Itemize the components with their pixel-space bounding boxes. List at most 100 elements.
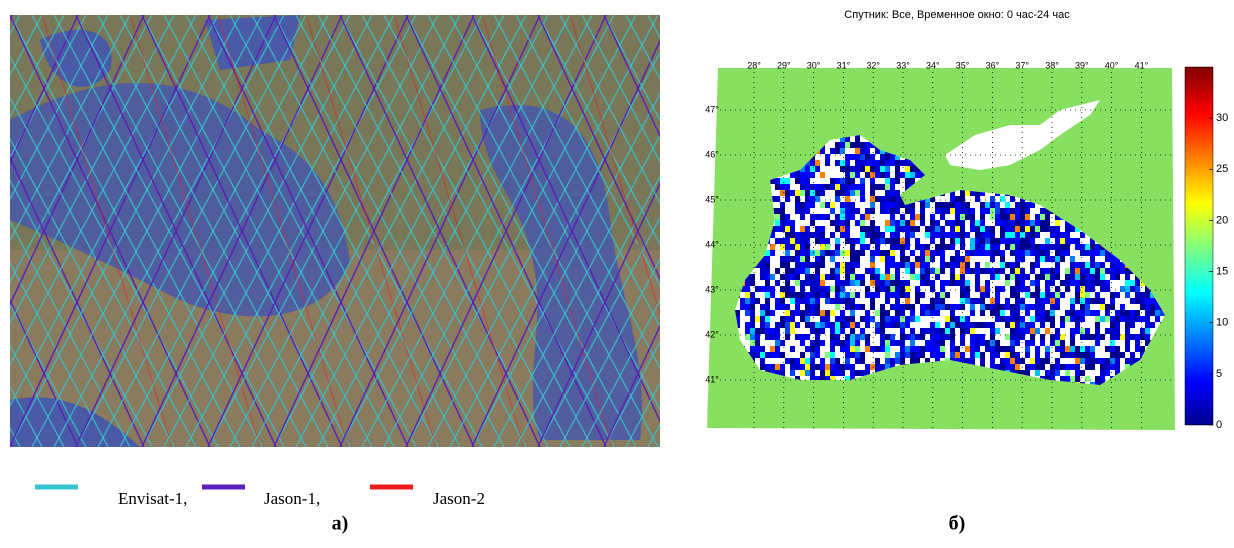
data-cell (965, 298, 970, 304)
data-cell (840, 250, 845, 256)
data-cell (785, 286, 790, 292)
data-cell (880, 286, 885, 292)
data-cell (765, 352, 770, 358)
data-cell (1010, 364, 1015, 370)
data-cell (870, 220, 875, 226)
data-cell (975, 286, 980, 292)
data-cell (845, 232, 850, 238)
data-cell (810, 274, 815, 280)
data-cell (805, 316, 810, 322)
data-cell (985, 340, 990, 346)
data-cell (895, 298, 900, 304)
data-cell (1095, 340, 1100, 346)
data-cell (1115, 322, 1120, 328)
data-cell (1095, 316, 1100, 322)
data-cell (1125, 346, 1130, 352)
data-cell (885, 262, 890, 268)
data-cell (940, 304, 945, 310)
data-cell (860, 370, 865, 376)
data-cell (1005, 274, 1010, 280)
data-cell (860, 232, 865, 238)
data-cell (800, 178, 805, 184)
data-cell (845, 274, 850, 280)
data-cell (1100, 262, 1105, 268)
data-cell (875, 160, 880, 166)
data-cell (970, 346, 975, 352)
data-cell (950, 202, 955, 208)
data-cell (875, 280, 880, 286)
data-cell (825, 184, 830, 190)
data-cell (850, 178, 855, 184)
data-cell (1150, 310, 1155, 316)
data-cell (780, 178, 785, 184)
data-cell (795, 232, 800, 238)
data-cell (790, 286, 795, 292)
data-cell (775, 214, 780, 220)
data-cell (1025, 232, 1030, 238)
data-cell (845, 172, 850, 178)
data-cell (1035, 226, 1040, 232)
data-cell (1125, 358, 1130, 364)
data-cell (880, 238, 885, 244)
data-cell (810, 280, 815, 286)
data-cell (810, 304, 815, 310)
data-cell (1010, 262, 1015, 268)
data-cell (860, 328, 865, 334)
data-cell (1015, 208, 1020, 214)
data-cell (835, 304, 840, 310)
data-cell (1030, 364, 1035, 370)
data-cell (885, 184, 890, 190)
data-cell (875, 250, 880, 256)
data-cell (950, 352, 955, 358)
data-cell (1050, 256, 1055, 262)
data-cell (1015, 280, 1020, 286)
data-cell (810, 322, 815, 328)
data-cell (1050, 364, 1055, 370)
data-cell (840, 232, 845, 238)
lon-label: 28° (747, 60, 761, 70)
lon-label: 39° (1075, 60, 1089, 70)
data-cell (1070, 328, 1075, 334)
data-cell (835, 358, 840, 364)
data-cell (795, 202, 800, 208)
data-cell (1095, 376, 1100, 382)
data-cell (995, 298, 1000, 304)
data-cell (960, 286, 965, 292)
data-cell (1000, 214, 1005, 220)
data-cell (925, 346, 930, 352)
data-cell (900, 322, 905, 328)
data-cell (960, 316, 965, 322)
data-cell (1075, 280, 1080, 286)
data-cell (835, 142, 840, 148)
data-cell (775, 328, 780, 334)
data-cell (1105, 328, 1110, 334)
caption: а) (332, 513, 349, 535)
data-cell (855, 184, 860, 190)
data-cell (1000, 316, 1005, 322)
data-cell (1040, 322, 1045, 328)
data-cell (805, 196, 810, 202)
data-cell (1080, 304, 1085, 310)
data-cell (880, 202, 885, 208)
data-cell (800, 172, 805, 178)
data-cell (840, 262, 845, 268)
data-cell (1120, 316, 1125, 322)
data-cell (1055, 358, 1060, 364)
data-cell (865, 214, 870, 220)
data-cell (950, 316, 955, 322)
data-cell (855, 190, 860, 196)
data-cell (870, 232, 875, 238)
data-cell (850, 322, 855, 328)
data-cell (935, 274, 940, 280)
data-cell (865, 286, 870, 292)
data-cell (1035, 316, 1040, 322)
data-cell (845, 346, 850, 352)
figure: Envisat-1,Jason-1,Jason-2 а) Спутник: Вс… (0, 0, 1234, 543)
data-cell (820, 328, 825, 334)
data-cell (845, 226, 850, 232)
data-cell (765, 268, 770, 274)
data-cell (1000, 208, 1005, 214)
data-cell (1030, 292, 1035, 298)
data-cell (965, 256, 970, 262)
data-cell (820, 316, 825, 322)
